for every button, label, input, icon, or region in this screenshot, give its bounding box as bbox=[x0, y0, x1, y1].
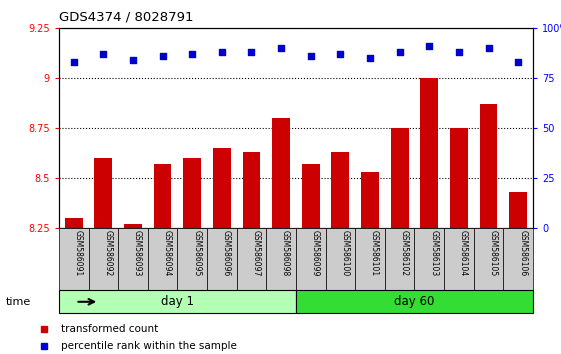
Text: GSM586099: GSM586099 bbox=[311, 230, 320, 276]
Bar bbox=[213, 148, 231, 228]
Point bbox=[425, 44, 434, 49]
Text: GSM586095: GSM586095 bbox=[192, 230, 201, 276]
Text: GSM586101: GSM586101 bbox=[370, 230, 379, 276]
Point bbox=[484, 46, 493, 51]
Bar bbox=[207, 228, 237, 290]
Bar bbox=[480, 104, 498, 228]
Bar bbox=[183, 158, 201, 228]
Text: GSM586098: GSM586098 bbox=[281, 230, 290, 276]
Bar bbox=[296, 228, 325, 290]
Bar bbox=[390, 128, 408, 228]
Point bbox=[454, 50, 463, 55]
Text: GSM586102: GSM586102 bbox=[399, 230, 408, 276]
Point bbox=[188, 51, 197, 57]
Bar bbox=[59, 290, 296, 313]
Point bbox=[366, 56, 375, 61]
Bar bbox=[237, 228, 266, 290]
Point bbox=[395, 50, 404, 55]
Bar bbox=[94, 158, 112, 228]
Bar bbox=[450, 128, 468, 228]
Bar bbox=[266, 228, 296, 290]
Text: GDS4374 / 8028791: GDS4374 / 8028791 bbox=[59, 11, 194, 24]
Text: GSM586104: GSM586104 bbox=[459, 230, 468, 276]
Point bbox=[514, 59, 523, 65]
Text: GSM586094: GSM586094 bbox=[163, 230, 172, 276]
Bar bbox=[473, 228, 503, 290]
Bar bbox=[415, 228, 444, 290]
Bar bbox=[242, 152, 260, 228]
Bar bbox=[148, 228, 177, 290]
Text: transformed count: transformed count bbox=[61, 324, 159, 334]
Bar bbox=[385, 228, 415, 290]
Point bbox=[217, 50, 226, 55]
Text: GSM586105: GSM586105 bbox=[489, 230, 498, 276]
Bar bbox=[355, 228, 385, 290]
Bar bbox=[509, 192, 527, 228]
Bar bbox=[89, 228, 118, 290]
Point bbox=[128, 57, 137, 63]
Text: GSM586100: GSM586100 bbox=[341, 230, 350, 276]
Bar bbox=[154, 164, 172, 228]
Point bbox=[277, 46, 286, 51]
Bar bbox=[420, 78, 438, 228]
Text: day 1: day 1 bbox=[161, 295, 194, 308]
Text: GSM586103: GSM586103 bbox=[429, 230, 438, 276]
Bar bbox=[118, 228, 148, 290]
Text: GSM586097: GSM586097 bbox=[251, 230, 260, 276]
Point bbox=[336, 51, 345, 57]
Text: GSM586091: GSM586091 bbox=[73, 230, 82, 276]
Text: GSM586106: GSM586106 bbox=[518, 230, 527, 276]
Bar bbox=[124, 224, 142, 228]
Text: day 60: day 60 bbox=[394, 295, 435, 308]
Point bbox=[158, 53, 167, 59]
Text: time: time bbox=[6, 297, 31, 307]
Bar bbox=[272, 118, 290, 228]
Bar bbox=[503, 228, 533, 290]
Text: GSM586096: GSM586096 bbox=[222, 230, 231, 276]
Bar bbox=[59, 228, 89, 290]
Text: GSM586092: GSM586092 bbox=[103, 230, 112, 276]
Bar bbox=[65, 218, 82, 228]
Bar bbox=[444, 228, 473, 290]
Point bbox=[99, 51, 108, 57]
Text: GSM586093: GSM586093 bbox=[133, 230, 142, 276]
Point bbox=[247, 50, 256, 55]
Bar bbox=[325, 228, 355, 290]
Bar bbox=[332, 152, 350, 228]
Point bbox=[306, 53, 315, 59]
Bar bbox=[296, 290, 533, 313]
Text: percentile rank within the sample: percentile rank within the sample bbox=[61, 341, 237, 351]
Bar bbox=[361, 172, 379, 228]
Bar bbox=[302, 164, 320, 228]
Bar bbox=[177, 228, 207, 290]
Point bbox=[69, 59, 78, 65]
